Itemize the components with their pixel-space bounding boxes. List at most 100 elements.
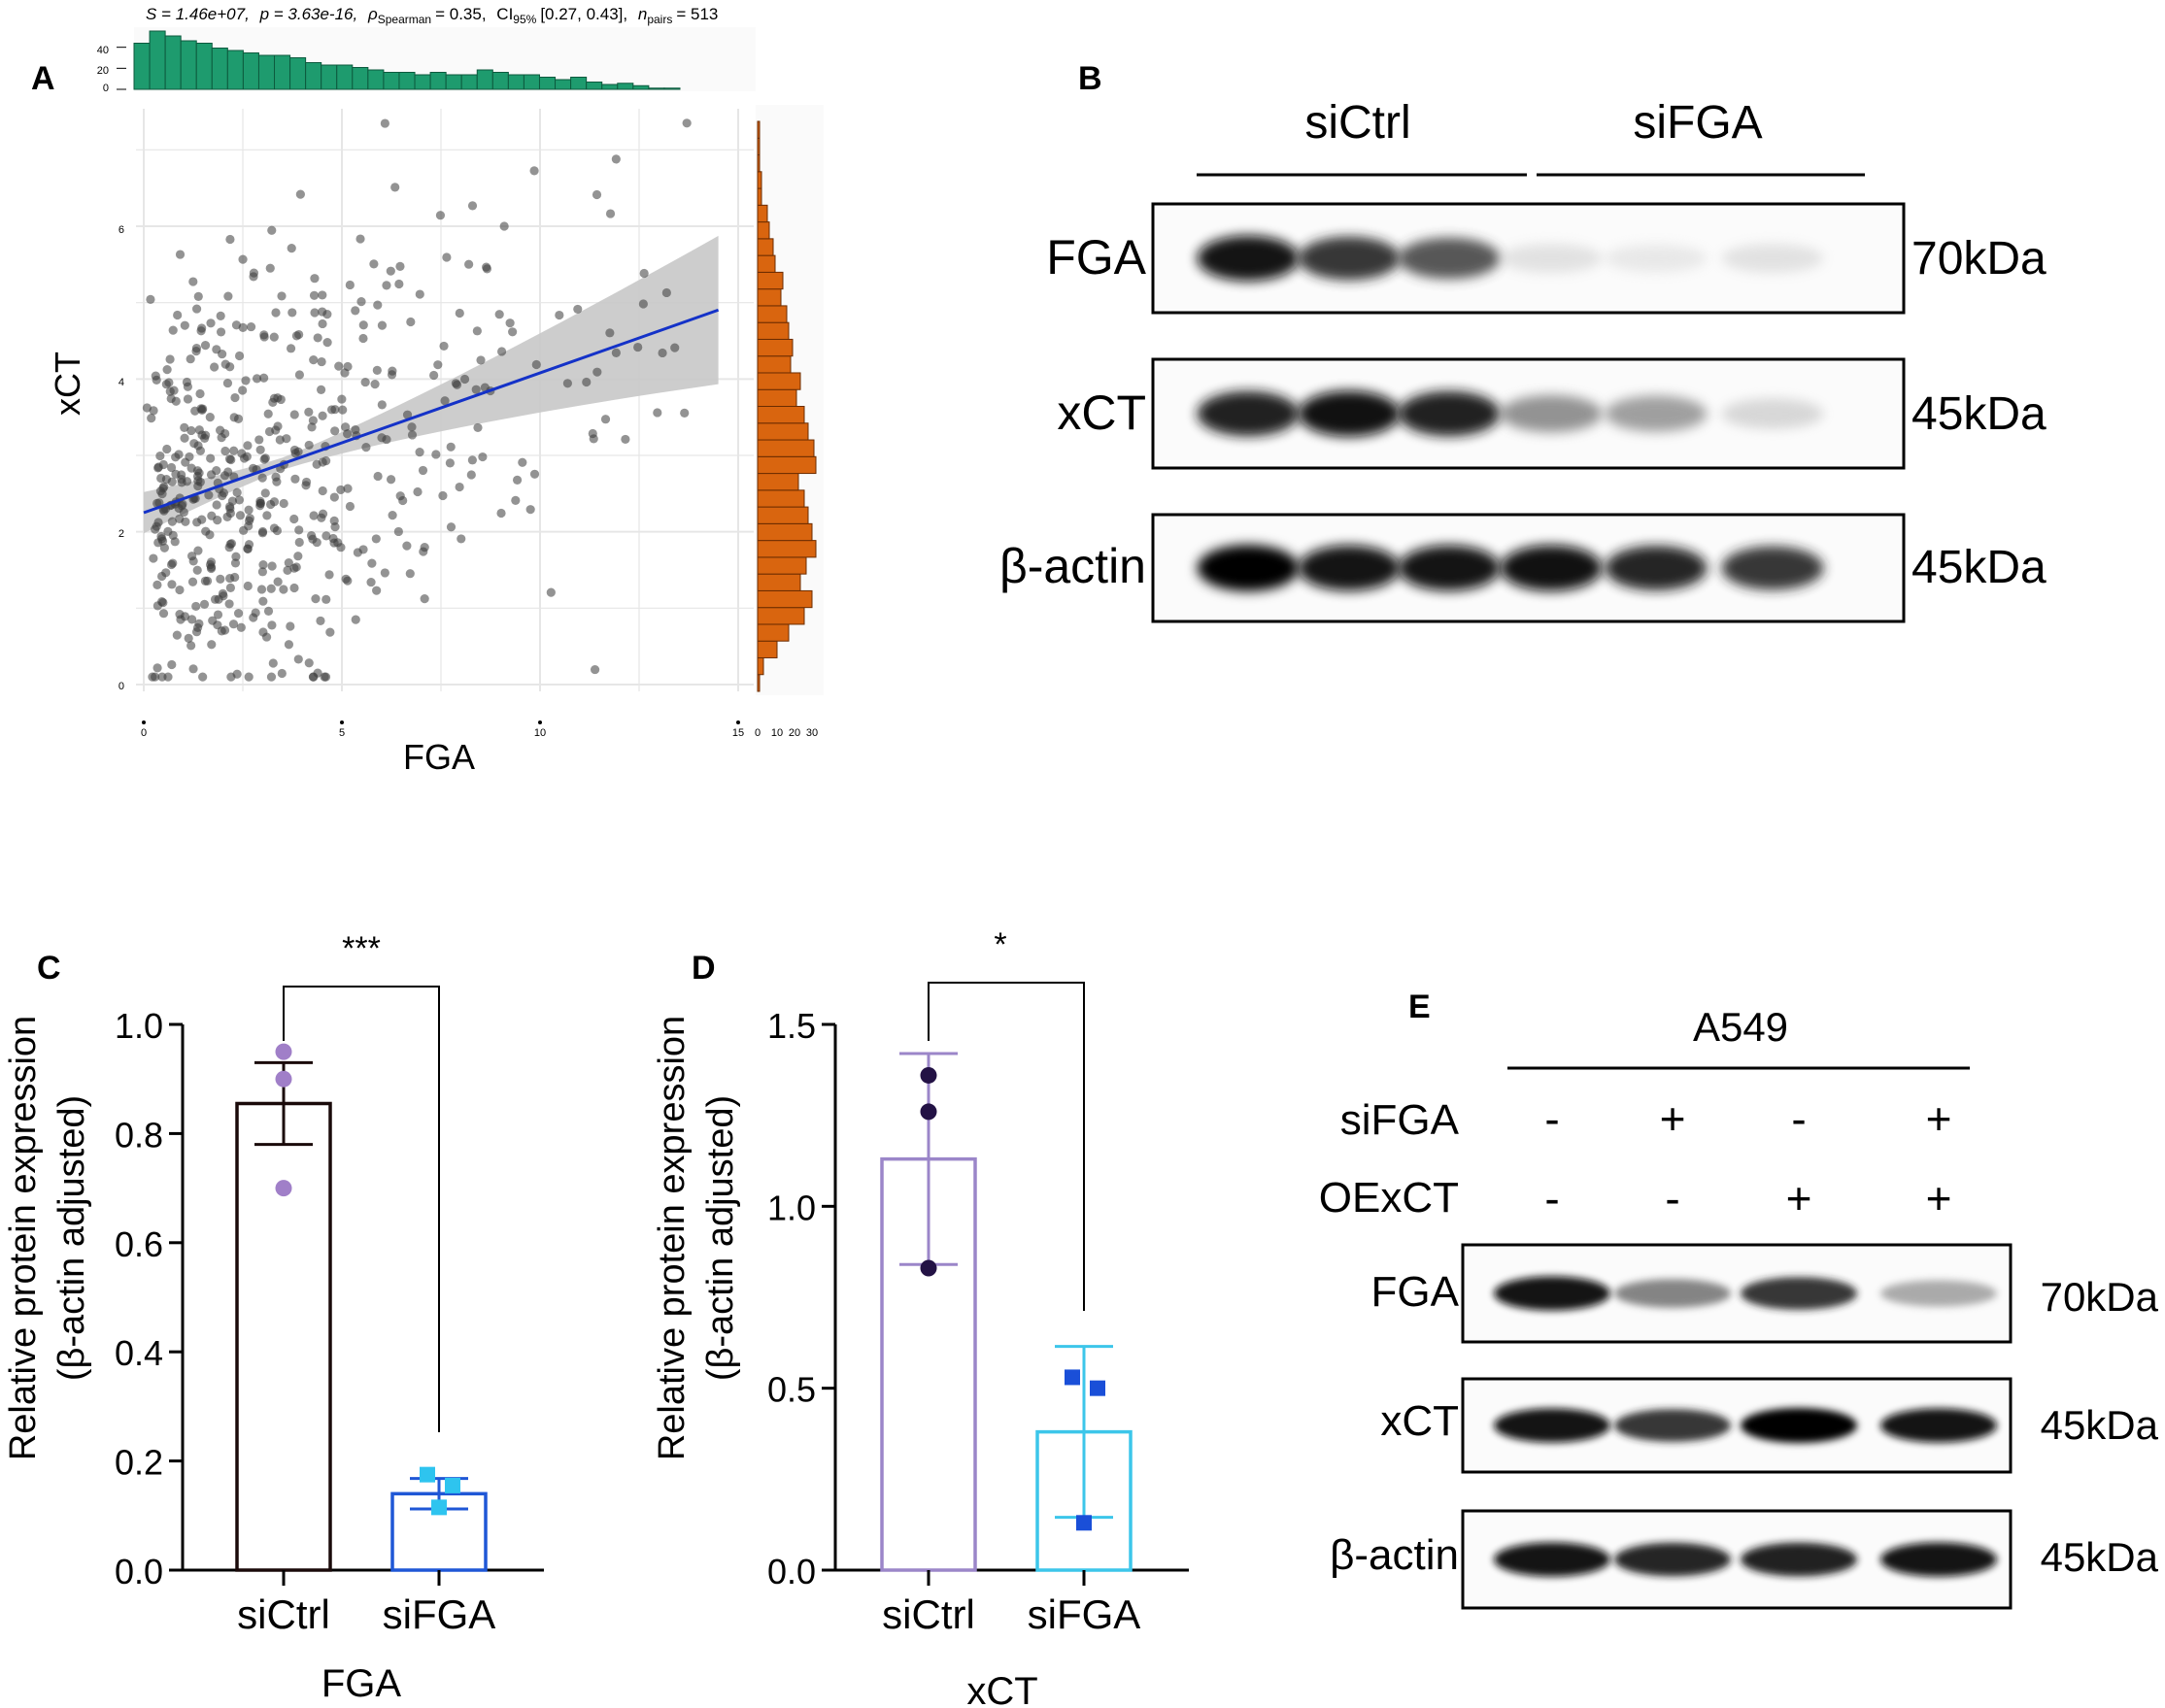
scatter-point	[455, 482, 464, 492]
scatter-point	[161, 568, 171, 578]
scatter-point	[167, 580, 177, 589]
scatter-point	[232, 487, 242, 497]
top-hist-bar	[289, 57, 307, 90]
scatter-point	[238, 254, 248, 264]
scatter-point	[208, 616, 218, 625]
scatter-point	[286, 344, 296, 353]
d-plot-xtick-label: siFGA	[1028, 1591, 1141, 1637]
chart-d-plot: 0.0 0.5 1.0 1.5 siCtrl siFGA	[767, 982, 1189, 1637]
scatter-point	[420, 593, 429, 604]
blot-b-group-sictrl: siCtrl	[1304, 97, 1410, 149]
scatter-point	[189, 439, 199, 449]
scatter-point	[152, 580, 162, 589]
scatter-point	[158, 609, 169, 619]
scatter-point	[343, 484, 353, 493]
scatter-point	[658, 348, 667, 358]
scatter-point	[157, 536, 168, 546]
top-hist-bar	[648, 87, 665, 90]
scatter-point	[309, 355, 319, 365]
scatter-point	[529, 166, 539, 176]
scatter-point	[249, 268, 259, 278]
scatter-point	[355, 234, 365, 244]
c-ylabel-line1: Relative protein expression	[3, 1016, 44, 1460]
stat-n-value: = 513	[676, 5, 718, 23]
top-hist-bar	[491, 72, 509, 90]
d-plot-point	[920, 1103, 937, 1121]
scatter-point	[167, 659, 177, 670]
top-hist-bar	[586, 82, 603, 90]
scatter-point	[243, 441, 253, 451]
scatter-point	[670, 343, 680, 352]
top-hist-bar	[226, 50, 244, 90]
scatter-point	[325, 627, 335, 637]
right-hist-bar	[757, 271, 784, 290]
scatter-point	[605, 209, 616, 218]
scatter-point	[388, 366, 397, 376]
scatter-point	[168, 530, 178, 540]
scatter-point	[316, 385, 326, 394]
blot-b-row-xct: xCT 45kDa	[1057, 385, 2047, 440]
scatter-point	[206, 453, 216, 463]
blot-b-row2-band	[1500, 545, 1603, 591]
right-hist-bar	[757, 221, 770, 240]
scatter-point	[234, 351, 245, 361]
scatter-point	[168, 558, 178, 568]
scatter-point	[155, 451, 165, 461]
blot-e-row2-band	[1880, 1542, 1997, 1577]
blot-e-label-xct: xCT	[1380, 1397, 1459, 1445]
blot-e-row-actin: β-actin 45kDa	[1330, 1531, 2159, 1580]
d-plot-point	[920, 1066, 937, 1084]
top-hist-bar	[180, 40, 197, 90]
c-plot-point	[275, 1043, 292, 1060]
right-hist-bar	[757, 171, 762, 189]
right-hist-xtick-10: 10	[771, 727, 783, 739]
scatter-point	[661, 287, 671, 298]
scatter-point	[291, 331, 301, 341]
scatter-point	[231, 320, 242, 330]
scatter-point	[388, 511, 397, 520]
scatter-point	[304, 440, 314, 451]
blot-b-row1-band	[1605, 395, 1708, 432]
d-plot-point	[1090, 1380, 1105, 1396]
scatter-point	[438, 490, 448, 501]
scatter-point	[471, 385, 481, 394]
scatter-point	[198, 672, 208, 682]
scatter-point	[308, 416, 318, 425]
scatter-point	[482, 262, 491, 272]
scatter-point	[440, 396, 450, 406]
scatter-point	[195, 446, 206, 455]
scatter-point	[259, 454, 269, 464]
scatter-point	[322, 310, 332, 319]
scatter-point	[245, 514, 254, 523]
scatter-point	[149, 553, 158, 563]
scatter-point	[244, 672, 254, 682]
scatter-point	[573, 304, 583, 315]
scatter-point	[171, 452, 181, 462]
c-plot-ytick-label: 0.6	[115, 1224, 163, 1264]
scatter-point	[153, 463, 163, 473]
scatter-point	[341, 574, 351, 584]
scatter-point	[457, 534, 466, 544]
top-hist-ytick-40: 40	[97, 45, 109, 56]
scatter-point	[161, 380, 171, 389]
scatter-point	[589, 434, 598, 444]
scatter-point	[361, 443, 371, 452]
scatter-point	[311, 594, 321, 604]
scatter-point	[230, 392, 240, 403]
scatter-point	[207, 640, 217, 650]
scatter-point	[304, 658, 314, 668]
scatter-point	[395, 261, 405, 271]
scatter-point	[182, 477, 192, 486]
scatter-point	[494, 310, 504, 319]
scatter-point	[232, 669, 242, 679]
scatter-point	[233, 414, 244, 423]
scatter-point	[600, 415, 611, 424]
scatter-point	[377, 433, 387, 443]
d-plot-point	[1065, 1369, 1080, 1386]
scatter-point	[257, 528, 268, 538]
scatter-point	[312, 459, 321, 469]
scatter-point	[167, 477, 177, 486]
blot-b-row1-band	[1197, 390, 1300, 437]
scatter-point	[213, 610, 223, 620]
scatter-point	[255, 445, 265, 454]
